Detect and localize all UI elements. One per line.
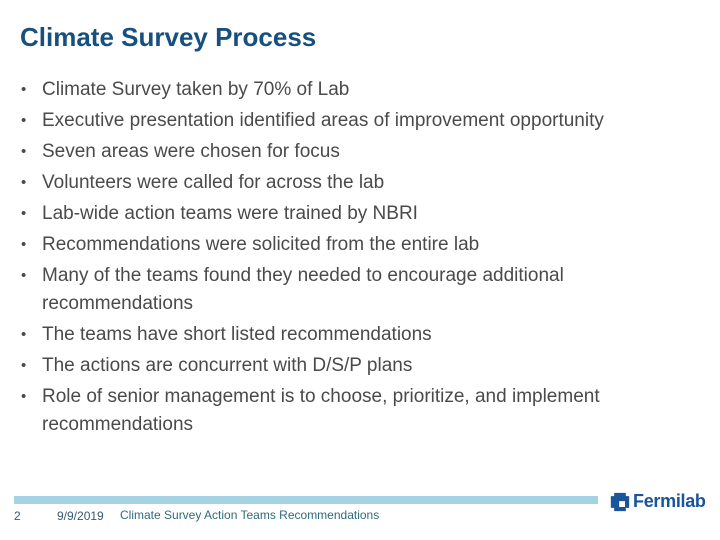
bullet-item: Climate Survey taken by 70% of Lab xyxy=(0,76,712,104)
bullet-item: Executive presentation identified areas … xyxy=(0,107,712,135)
bullet-item: The actions are concurrent with D/S/P pl… xyxy=(0,352,712,380)
page-title: Climate Survey Process xyxy=(20,22,317,52)
bullet-item: The teams have short listed recommendati… xyxy=(0,321,712,349)
fermilab-logo-text: Fermilab xyxy=(633,491,706,511)
footer-divider-bar xyxy=(14,496,598,504)
bullet-item: Many of the teams found they needed to e… xyxy=(0,262,712,318)
fermilab-pinwheel-icon xyxy=(610,492,630,512)
bullet-item: Recommendations were solicited from the … xyxy=(0,231,712,259)
footer-date: 9/9/2019 xyxy=(57,509,104,523)
bullet-list: Climate Survey taken by 70% of Lab Execut… xyxy=(0,76,712,442)
bullet-item: Lab-wide action teams were trained by NB… xyxy=(0,200,712,228)
footer-text: Climate Survey Action Teams Recommendati… xyxy=(120,508,380,522)
bullet-item: Seven areas were chosen for focus xyxy=(0,138,712,166)
fermilab-logo: Fermilab xyxy=(610,491,706,512)
bullet-item: Volunteers were called for across the la… xyxy=(0,169,712,197)
slide-number: 2 xyxy=(14,509,21,523)
bullet-item: Role of senior management is to choose, … xyxy=(0,383,712,439)
